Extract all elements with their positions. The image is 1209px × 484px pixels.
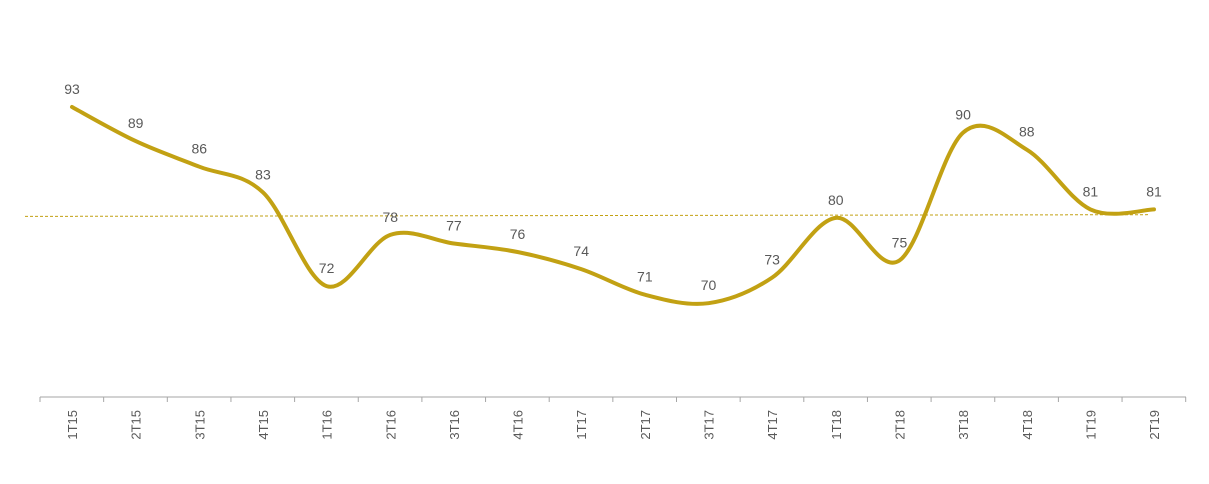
data-label: 73 <box>764 252 780 268</box>
data-label: 81 <box>1083 183 1099 199</box>
data-label: 89 <box>128 115 144 131</box>
x-tick-label: 1T19 <box>1083 410 1098 440</box>
x-tick-label: 1T16 <box>320 410 335 440</box>
x-axis-ticks <box>39 397 1187 402</box>
data-label: 76 <box>510 226 526 242</box>
x-tick-label: 2T15 <box>129 410 144 440</box>
x-tick-labels: 1T15 2T15 3T15 4T15 1T16 2T16 3T16 4T16 1T17 2T17… <box>65 410 1162 440</box>
x-tick-label: 3T15 <box>192 410 207 440</box>
data-label: 77 <box>446 217 462 233</box>
x-tick-label: 4T16 <box>511 410 526 440</box>
x-tick-label: 2T17 <box>638 410 653 440</box>
data-labels: 93 89 86 83 72 78 77 76 74 71 70 73 80 75 90 88 81 81 <box>64 81 1162 293</box>
data-label: 71 <box>637 269 653 285</box>
x-tick-label: 4T17 <box>765 410 780 440</box>
x-tick-label: 2T16 <box>383 410 398 440</box>
data-label: 90 <box>955 107 971 123</box>
data-label: 70 <box>701 277 717 293</box>
x-tick-label: 1T18 <box>829 410 844 440</box>
x-tick-label: 3T17 <box>702 410 717 440</box>
x-tick-label: 3T16 <box>447 410 462 440</box>
data-label: 72 <box>319 260 335 276</box>
series-line <box>70 105 1156 306</box>
data-label: 93 <box>64 81 80 97</box>
x-tick-label: 4T15 <box>256 410 271 440</box>
x-tick-label: 3T18 <box>956 410 971 440</box>
x-tick-label: 2T19 <box>1147 410 1162 440</box>
reference-line <box>24 214 1151 217</box>
data-label: 86 <box>192 141 208 157</box>
data-label: 78 <box>382 209 398 225</box>
x-tick-label: 4T18 <box>1020 410 1035 440</box>
data-label: 74 <box>573 243 589 259</box>
data-label: 83 <box>255 166 271 182</box>
x-tick-label: 2T18 <box>892 410 907 440</box>
data-label: 75 <box>892 235 908 251</box>
x-tick-label: 1T17 <box>574 410 589 440</box>
x-tick-label: 1T15 <box>65 410 80 440</box>
data-label: 80 <box>828 192 844 208</box>
data-label: 88 <box>1019 124 1035 140</box>
data-label: 81 <box>1146 183 1162 199</box>
